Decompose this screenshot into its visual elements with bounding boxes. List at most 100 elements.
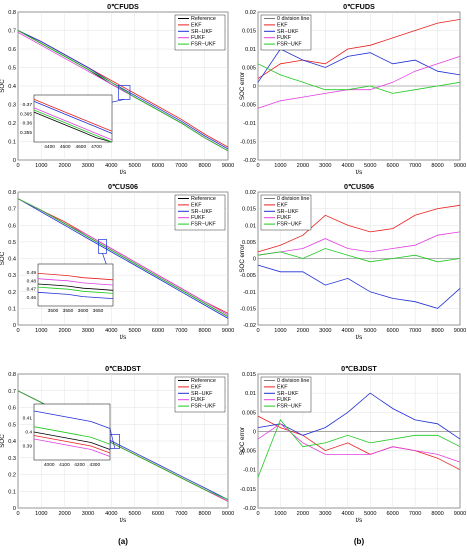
y-tick-label: 0.7 <box>8 29 16 35</box>
x-tick-label: 6000 <box>386 328 398 334</box>
y-axis-label: SOC error <box>239 427 246 455</box>
x-tick-label: 3000 <box>82 511 94 517</box>
y-tick-label: 0.4 <box>8 257 16 263</box>
x-tick-label: 4000 <box>105 163 117 169</box>
y-tick-label: 0.2 <box>8 473 16 479</box>
x-tick-label: 2000 <box>58 511 70 517</box>
y-axis-label: SOC <box>0 79 6 93</box>
series-line-3 <box>257 56 461 109</box>
series-line-2 <box>257 392 461 440</box>
legend-entry: 0 division line <box>277 196 309 202</box>
inset-frame <box>33 403 111 461</box>
x-tick-label: 7000 <box>175 511 187 517</box>
x-tick-label: 8000 <box>198 328 210 334</box>
x-axis-ticks: 0 1000 2000 3000 4000 5000 6000 7000 8000 9000 <box>256 374 466 517</box>
y-tick-label: 0.3 <box>8 103 16 109</box>
y-tick-label: 0.8 <box>8 190 16 196</box>
legend-entry: FSR−UKF <box>191 222 216 228</box>
x-tick-label: 2000 <box>58 163 70 169</box>
y-tick-label: -0.015 <box>240 487 256 493</box>
legend-entry: FUKF <box>191 215 206 221</box>
y-tick-label: 0.5 <box>8 422 16 428</box>
legend-entry: FUKF <box>191 397 206 403</box>
series-group <box>17 30 229 152</box>
y-tick-label: 0.4 <box>8 84 16 90</box>
x-tick-label: 8000 <box>198 511 210 517</box>
legend-entry: FUKF <box>277 397 292 403</box>
y-tick-label: 0.01 <box>245 47 256 53</box>
inset-y-tick-label: 0.47 <box>27 287 37 293</box>
x-axis-label: t/s <box>356 334 363 341</box>
inset-series-line-1 <box>33 98 113 132</box>
x-tick-label: 2000 <box>297 328 309 334</box>
inset-zoom: 3500 3550 3600 3650 0.46 0.47 0.48 0.49 <box>27 239 114 314</box>
x-tick-label: 7000 <box>409 163 421 169</box>
x-tick-label: 4000 <box>342 163 354 169</box>
legend-entry: SR−UKF <box>277 209 299 215</box>
series-line-1 <box>257 415 461 471</box>
legend-entry: SR−UKF <box>277 391 299 397</box>
x-tick-label: 1000 <box>274 511 286 517</box>
chart-title: 0℃FUDS <box>343 2 375 11</box>
y-tick-label: 0.5 <box>8 240 16 246</box>
chart-soc-bjdst: 0 1000 2000 3000 4000 5000 6000 7000 8000 9000 0 0.… <box>0 364 234 524</box>
legend-entry: FSR−UKF <box>191 404 216 410</box>
inset-series-line-1 <box>33 435 111 454</box>
x-tick-label: 3000 <box>82 163 94 169</box>
y-tick-label: 0.015 <box>242 372 256 378</box>
y-tick-label: 0.1 <box>8 306 16 312</box>
chart-title: 0℃US06 <box>344 182 374 191</box>
y-tick-label: 0 <box>13 323 16 329</box>
y-tick-label: -0.015 <box>240 140 256 146</box>
x-tick-label: 9000 <box>454 328 466 334</box>
x-tick-label: 7000 <box>175 328 187 334</box>
legend-entry: FUKF <box>191 35 206 41</box>
y-tick-label: 0.015 <box>242 207 256 213</box>
y-tick-label: -0.005 <box>240 449 256 455</box>
chart-title: 0℃BJDST <box>105 364 141 373</box>
legend-entry: SR−UKF <box>191 391 213 397</box>
y-tick-label: 0.01 <box>245 223 256 229</box>
series-group <box>257 392 461 478</box>
x-tick-label: 6000 <box>152 328 164 334</box>
y-tick-label: 0.01 <box>245 391 256 397</box>
series-line-4 <box>17 30 229 152</box>
x-tick-label: 8000 <box>431 163 443 169</box>
y-tick-label: 0.7 <box>8 389 16 395</box>
x-tick-label: 5000 <box>364 163 376 169</box>
x-tick-label: 3000 <box>82 328 94 334</box>
y-tick-label: -0.005 <box>240 273 256 279</box>
x-axis-label: t/s <box>120 334 127 341</box>
x-tick-label: 3000 <box>319 163 331 169</box>
inset-y-tick-label: 0.41 <box>23 416 33 422</box>
series-group <box>257 19 461 109</box>
legend-entry: EKF <box>191 384 202 390</box>
inset-x-tick-label: 4500 <box>60 144 71 150</box>
chart-title: 0℃BJDST <box>341 364 377 373</box>
inset-series-line-2 <box>33 101 113 134</box>
series-line-1 <box>257 204 461 253</box>
inset-series-line-0 <box>37 283 114 291</box>
inset-series-line-3 <box>33 107 113 141</box>
legend-entry: FSR−UKF <box>277 222 302 228</box>
inset-x-tick-label: 4700 <box>91 144 102 150</box>
legend-entry: FSR−UKF <box>191 42 216 48</box>
x-tick-label: 8000 <box>431 328 443 334</box>
legend-entry: FUKF <box>277 215 292 221</box>
inset-y-tick-label: 0.36 <box>23 121 33 127</box>
y-tick-label: 0 <box>13 506 16 512</box>
y-tick-label: 0.5 <box>8 66 16 72</box>
y-tick-label: 0.005 <box>242 410 256 416</box>
caption-b: (b) <box>354 537 365 546</box>
y-tick-label: 0 <box>13 158 16 164</box>
chart-soc-fuds: 0 1000 2000 3000 4000 5000 6000 7000 8000 9000 0 0.… <box>0 2 234 176</box>
y-axis-label: SOC error <box>239 244 246 272</box>
y-tick-label: 0 <box>253 84 256 90</box>
chart-err-bjdst: 0 1000 2000 3000 4000 5000 6000 7000 8000 9000 -0.… <box>239 364 466 524</box>
inset-y-tick-label: 0.365 <box>20 111 32 117</box>
inset-series-line-4 <box>33 109 113 143</box>
inset-series-line-0 <box>33 111 113 143</box>
x-tick-label: 1000 <box>35 328 47 334</box>
x-tick-label: 0 <box>16 511 19 517</box>
